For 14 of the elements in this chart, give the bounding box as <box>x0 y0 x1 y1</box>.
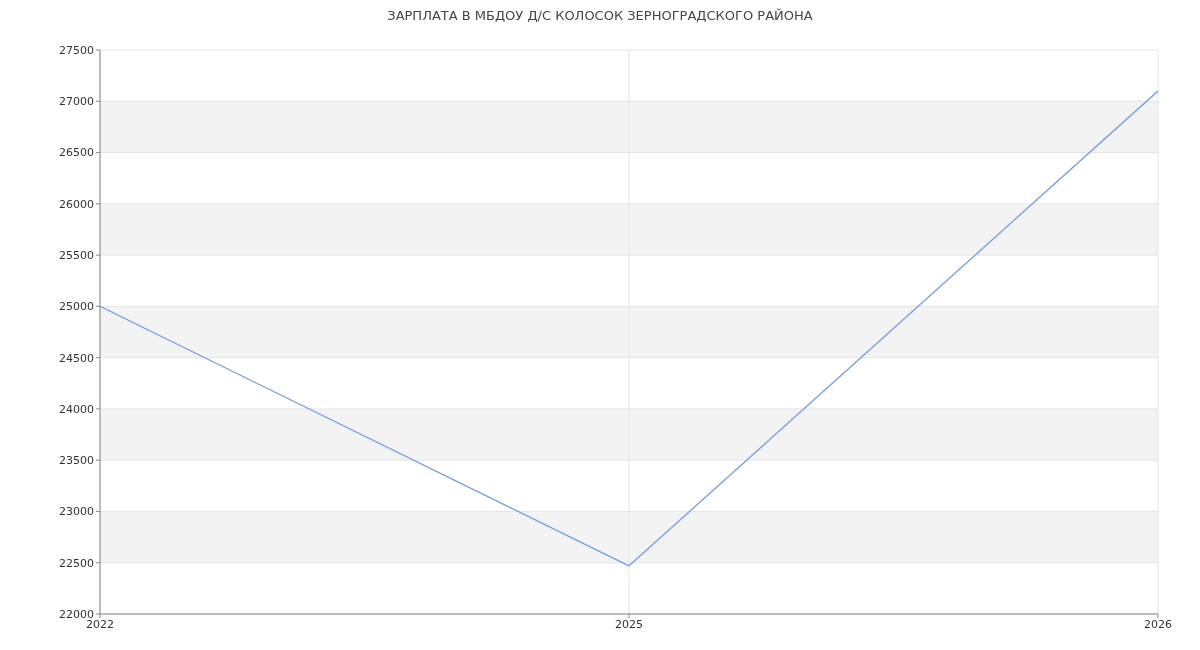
y-tick-label: 26500 <box>59 146 94 160</box>
y-tick-label: 25000 <box>59 300 94 314</box>
y-tick-label: 24000 <box>59 402 94 416</box>
y-tick-label: 22500 <box>59 556 94 570</box>
chart-title: ЗАРПЛАТА В МБДОУ Д/С КОЛОСОК ЗЕРНОГРАДСКОГО РАЙОНА <box>386 8 814 25</box>
y-tick-label: 23000 <box>59 505 94 519</box>
y-tick-label: 25500 <box>59 249 94 262</box>
y-tick-label: 27500 <box>59 43 94 57</box>
x-tick-label: 2026 <box>1144 617 1172 631</box>
y-tick-label: 26000 <box>59 197 94 211</box>
y-tick-label: 24500 <box>59 351 94 365</box>
x-tick-label: 2025 <box>615 617 643 631</box>
y-tick-label: 27000 <box>59 95 94 109</box>
y-tick-label: 23500 <box>59 454 94 468</box>
